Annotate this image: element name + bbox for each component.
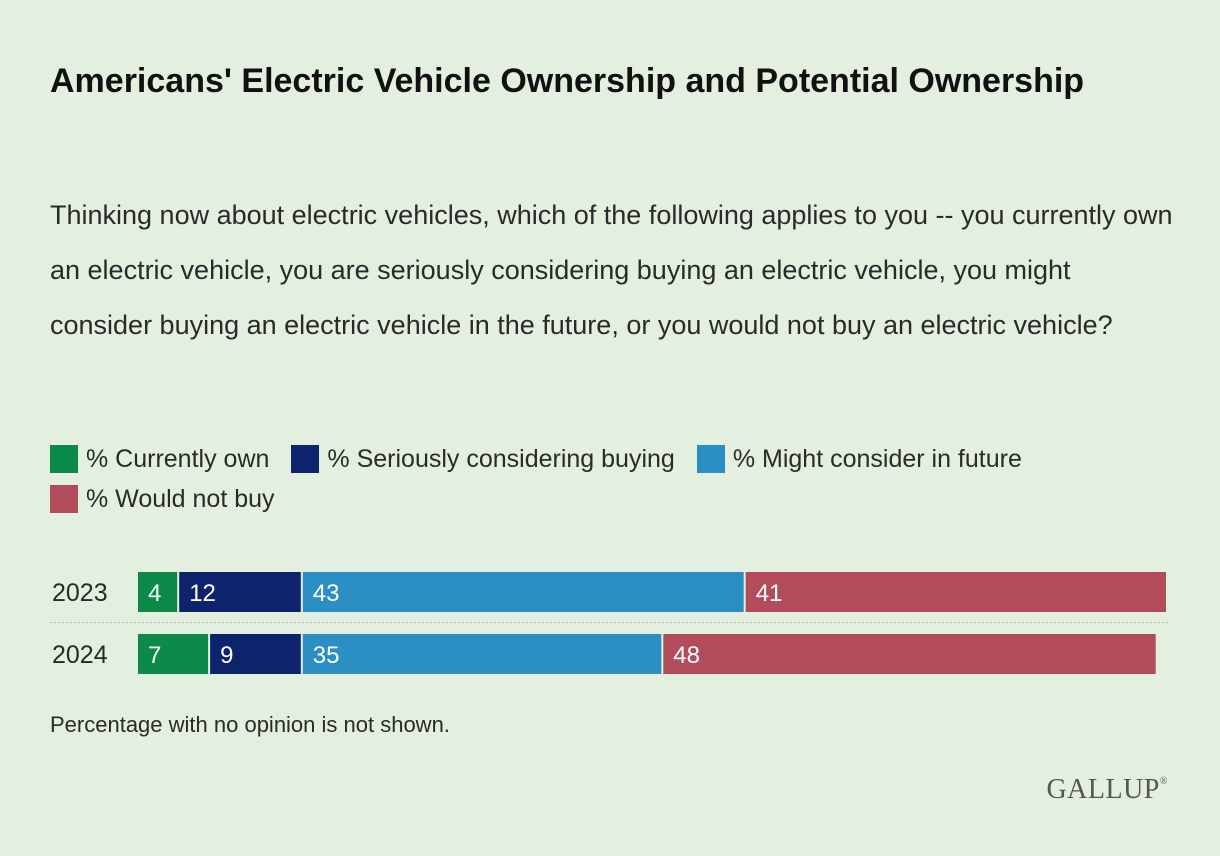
legend-item: % Seriously considering buying: [291, 444, 675, 473]
bar-segment: [745, 572, 1166, 612]
legend: % Currently own % Seriously considering b…: [50, 445, 1180, 513]
row-label: 2024: [52, 641, 108, 669]
legend-label: % Currently own: [86, 444, 270, 473]
legend-swatch: [50, 445, 78, 473]
stacked-bar-chart: 2023 4 12 43 41 2024 7 9 35 48: [50, 572, 1168, 674]
chart-subtitle: Thinking now about electric vehicles, wh…: [50, 200, 1173, 340]
data-label: 41: [756, 580, 783, 607]
data-label: 48: [673, 642, 700, 669]
legend-swatch: [696, 445, 725, 473]
chart-title: Americans' Electric Vehicle Ownership an…: [50, 62, 1085, 100]
bar-segment: [302, 634, 662, 674]
legend-item: % Would not buy: [50, 485, 275, 513]
bar-segment: [179, 572, 301, 612]
bar-segment: [138, 634, 209, 674]
legend-item: % Currently own: [50, 445, 269, 473]
gallup-logo: GALLUP®: [1046, 774, 1168, 805]
footnote: Percentage with no opinion is not shown.: [50, 712, 450, 737]
data-label: 12: [189, 580, 216, 607]
legend-item: % Might consider in future: [696, 444, 1022, 473]
data-label: 7: [148, 642, 161, 669]
bar-segment: [210, 634, 301, 674]
legend-label: % Would not buy: [86, 484, 275, 513]
legend-swatch: [291, 445, 320, 473]
legend-label: % Seriously considering buying: [327, 444, 675, 473]
bar-segment: [138, 572, 178, 612]
bar-segment: [302, 572, 744, 612]
legend-swatch: [50, 485, 78, 513]
data-label: 43: [313, 580, 340, 607]
legend-label: % Might consider in future: [732, 444, 1022, 473]
data-label: 4: [148, 580, 161, 607]
data-label: 9: [220, 642, 233, 669]
bar-segment: [663, 634, 1156, 674]
row-label: 2023: [52, 579, 108, 607]
data-label: 35: [313, 642, 340, 669]
